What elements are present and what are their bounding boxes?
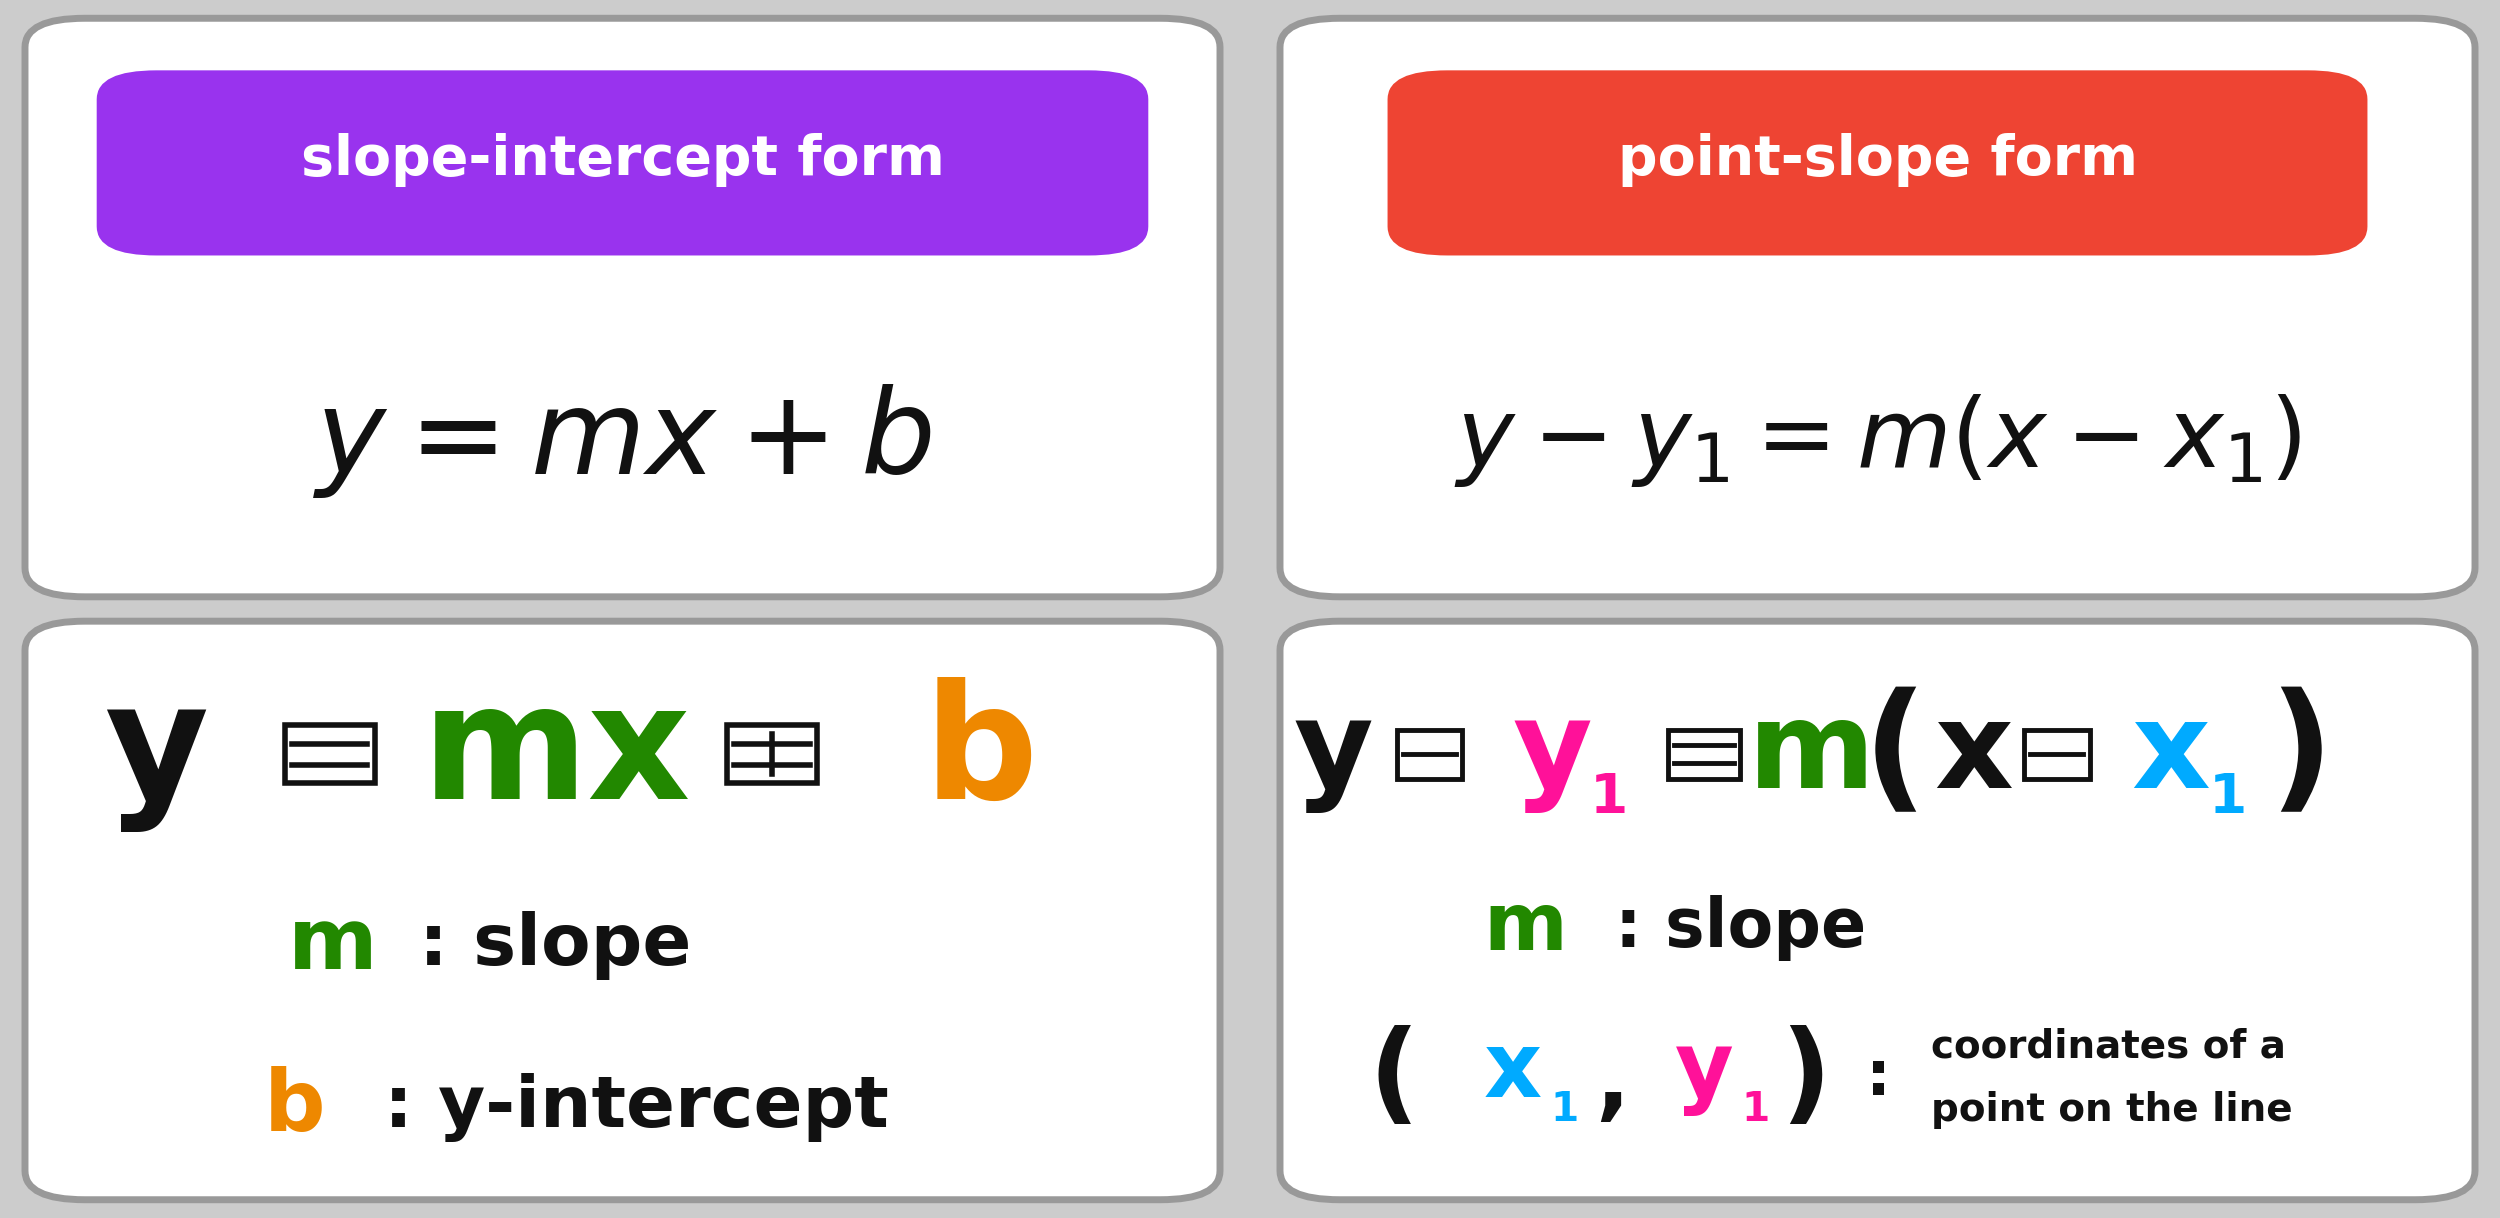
Text: y: y <box>1295 695 1372 812</box>
Text: m: m <box>288 904 378 987</box>
Bar <box>285 726 375 783</box>
Text: x: x <box>1485 1028 1542 1117</box>
Text: x: x <box>1932 695 2012 812</box>
Text: coordinates of a: coordinates of a <box>1932 1028 2285 1066</box>
Text: : y-intercept: : y-intercept <box>382 1073 888 1141</box>
Text: ,: , <box>1595 1040 1630 1128</box>
Text: $y - y_1 = m(x - x_1)$: $y - y_1 = m(x - x_1)$ <box>1455 392 2300 490</box>
Bar <box>2025 730 2090 778</box>
Text: $y = mx + b$: $y = mx + b$ <box>312 381 932 499</box>
Text: mx: mx <box>422 677 692 832</box>
Text: :: : <box>1865 1049 1890 1108</box>
FancyBboxPatch shape <box>1280 18 2475 597</box>
Text: b: b <box>925 677 1038 832</box>
Text: ): ) <box>1780 1024 1830 1132</box>
Text: 1: 1 <box>1550 1090 1578 1130</box>
Text: slope-intercept form: slope-intercept form <box>300 133 945 188</box>
Text: : slope: : slope <box>1615 895 1865 961</box>
FancyBboxPatch shape <box>25 18 1220 597</box>
Text: (: ( <box>1862 686 1928 822</box>
Text: 1: 1 <box>1742 1090 1770 1130</box>
FancyBboxPatch shape <box>25 621 1220 1200</box>
FancyBboxPatch shape <box>98 71 1148 256</box>
Text: point on the line: point on the line <box>1932 1091 2292 1129</box>
Text: m: m <box>1482 889 1568 967</box>
Text: y: y <box>1512 695 1592 812</box>
Text: 1: 1 <box>1590 771 1628 825</box>
Text: m: m <box>1748 695 1875 812</box>
Bar <box>1398 730 1462 778</box>
FancyBboxPatch shape <box>1388 71 2368 256</box>
Text: x: x <box>2130 695 2210 812</box>
Text: y: y <box>105 677 208 832</box>
Text: (: ( <box>1368 1024 1420 1132</box>
Text: y: y <box>1675 1028 1732 1117</box>
Text: : slope: : slope <box>420 911 692 979</box>
Bar <box>728 726 818 783</box>
Text: b: b <box>265 1066 325 1149</box>
Text: ): ) <box>2270 686 2335 822</box>
Text: point-slope form: point-slope form <box>1618 133 2138 188</box>
FancyBboxPatch shape <box>1280 621 2475 1200</box>
Bar <box>1668 730 1740 778</box>
Text: 1: 1 <box>2208 771 2248 825</box>
